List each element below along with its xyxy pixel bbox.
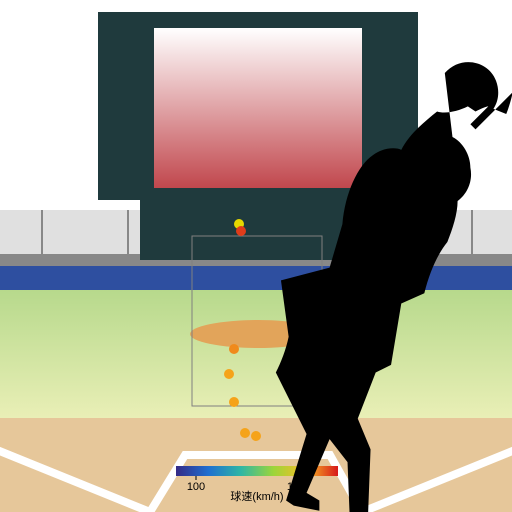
pitch-marker <box>236 226 246 236</box>
pitch-marker <box>240 428 250 438</box>
warning-track <box>0 266 512 290</box>
scoreboard-screen <box>154 28 362 188</box>
pitch-marker <box>229 344 239 354</box>
pitch-marker <box>229 397 239 407</box>
pitch-marker <box>224 369 234 379</box>
outfield-grass <box>0 290 512 418</box>
svg-text:100: 100 <box>187 481 205 493</box>
pitch-marker <box>251 431 261 441</box>
speed-legend-label: 球速(km/h) <box>230 489 283 503</box>
pitch-location-chart: 100150 球速(km/h) <box>0 0 512 512</box>
